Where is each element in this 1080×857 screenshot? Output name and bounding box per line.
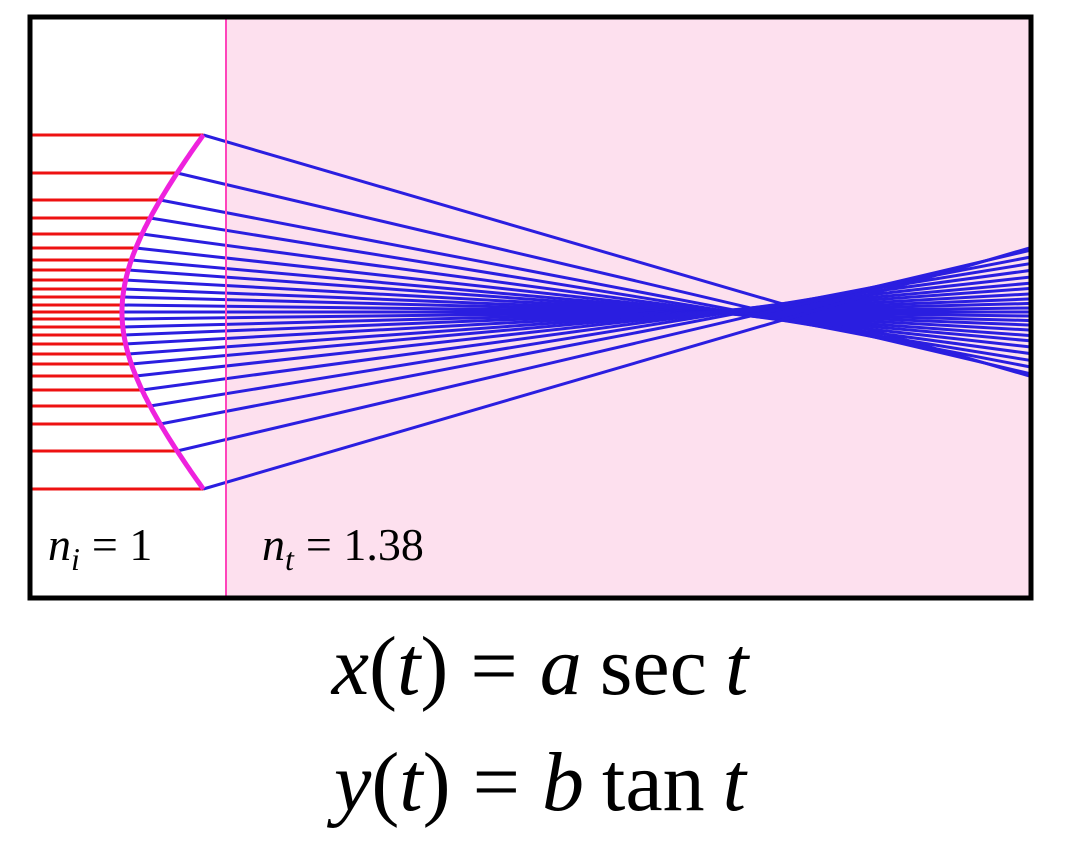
refracted-ray — [122, 301, 1031, 329]
equation-part: x — [330, 620, 369, 713]
refracted-ray — [122, 306, 1031, 321]
refracted-ray — [202, 133, 1031, 379]
equation-part: tan — [602, 736, 705, 829]
equation-part: y — [326, 736, 372, 829]
equation-part: ( — [371, 736, 399, 829]
label-value: = 1.38 — [306, 519, 424, 570]
equation: y(t) = b tan t — [326, 736, 749, 829]
equation-part: b — [542, 736, 584, 829]
refracted-ray — [125, 278, 1031, 332]
label-variable: n — [48, 519, 71, 570]
label-subscript: t — [285, 541, 295, 577]
rays — [30, 133, 1031, 491]
refracted-ray — [149, 216, 1031, 363]
refracted-ray — [131, 281, 1031, 366]
equation-part: ) — [423, 736, 451, 829]
refracted-ray — [123, 287, 1031, 327]
label-value: = 1 — [92, 519, 152, 570]
equation-part: sec — [600, 620, 707, 713]
index-label: nt = 1.38 — [262, 519, 424, 577]
labels: ni = 1 nt = 1.38 — [48, 519, 424, 577]
equation-part: t — [723, 736, 749, 829]
equation-part: ( — [369, 620, 397, 713]
refracted-ray — [123, 297, 1031, 337]
refracted-ray — [135, 246, 1031, 349]
equation: x(t) = a sec t — [330, 620, 751, 713]
equation-part: = — [470, 620, 517, 713]
hyperbolic-surface — [119, 133, 206, 491]
refracted-ray — [135, 275, 1031, 378]
equation-part: ) — [420, 620, 448, 713]
equations: x(t) = a sec ty(t) = b tan t — [326, 620, 751, 829]
refracted-ray — [125, 292, 1031, 346]
refracted-ray — [128, 268, 1031, 338]
refracted-ray — [202, 245, 1031, 491]
refracted-ray — [149, 261, 1031, 408]
equation-part: t — [397, 620, 423, 713]
refracted-ray — [128, 286, 1031, 356]
refracted-ray — [122, 295, 1031, 323]
refracted-ray — [176, 248, 1031, 453]
equation-part: = — [473, 736, 520, 829]
refracted-ray — [159, 198, 1031, 369]
label-subscript: i — [71, 541, 80, 577]
refracted-ray — [141, 232, 1031, 356]
equation-part: t — [725, 620, 751, 713]
equation-part: t — [399, 736, 425, 829]
equation-part: a — [540, 620, 582, 713]
label-variable: n — [262, 519, 285, 570]
index-label: ni = 1 — [48, 519, 152, 577]
frame — [27, 14, 1034, 601]
refracted-ray — [131, 258, 1031, 343]
